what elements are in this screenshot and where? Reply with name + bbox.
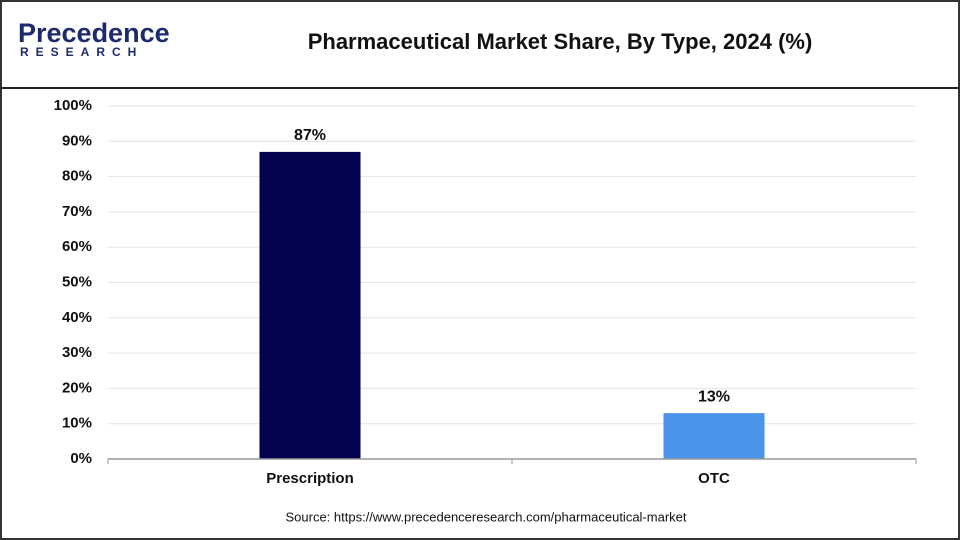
chart-title: Pharmaceutical Market Share, By Type, 20…: [308, 29, 813, 54]
y-tick-label: 20%: [62, 379, 92, 396]
logo-tagline: RESEARCH: [20, 45, 143, 59]
y-tick-label: 40%: [62, 309, 92, 326]
y-tick-label: 10%: [62, 415, 92, 432]
value-label: 13%: [698, 388, 730, 405]
bar: [259, 151, 361, 459]
y-tick-label: 70%: [62, 203, 92, 220]
value-label: 87%: [294, 127, 326, 144]
y-tick-label: 50%: [62, 273, 92, 290]
logo-name: Precedence: [18, 18, 170, 48]
x-tick-label: Prescription: [266, 470, 354, 487]
source: Source: https://www.precedenceresearch.c…: [285, 509, 686, 524]
y-tick-label: 80%: [62, 168, 92, 185]
y-tick-label: 90%: [62, 132, 92, 149]
y-tick-label: 100%: [54, 97, 92, 114]
y-tick-label: 0%: [70, 450, 92, 467]
x-tick-label: OTC: [698, 470, 730, 487]
plot: 0% 10% 20% 30% 40% 50% 60% 70% 80% 90% 100% Prescri…: [54, 97, 916, 487]
y-tick-label: 30%: [62, 344, 92, 361]
bar: [663, 413, 765, 459]
y-tick-label: 60%: [62, 238, 92, 255]
